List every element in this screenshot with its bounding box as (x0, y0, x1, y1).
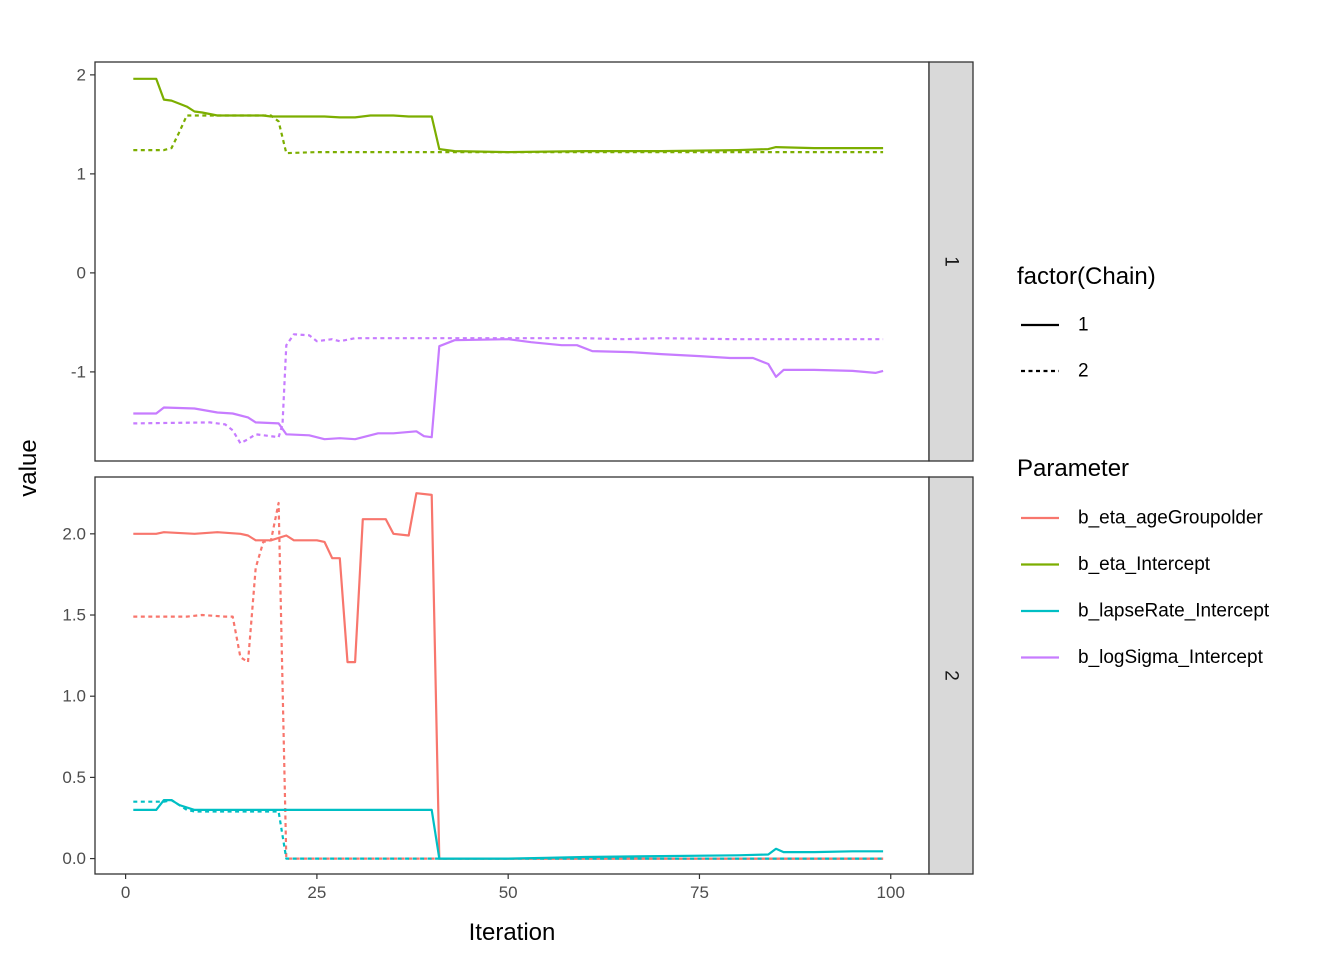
series-line-b_lapseRate_Intercept-chain-1 (133, 799, 884, 860)
legend-label-parameter: b_eta_Intercept (1078, 554, 1211, 575)
series-line-b_lapseRate_Intercept-chain-2 (133, 799, 884, 860)
x-tick-label: 100 (877, 883, 905, 902)
facet-strip-label: 1 (941, 256, 962, 267)
legend-title-parameter: Parameter (1017, 455, 1129, 482)
legend-label-parameter: b_eta_ageGroupolder (1078, 508, 1264, 529)
x-tick-label: 0 (121, 883, 130, 902)
facet-panels: 1 2 1 0 -1 2 2.0 1.5 1.0 0.5 0.0 (62, 61, 974, 875)
legend-label-chain: 1 (1078, 315, 1089, 336)
series-line-b_logSigma_Intercept-chain-1 (133, 338, 884, 441)
y-tick-label: 1 (77, 164, 86, 183)
y-tick-label: 0.0 (62, 849, 86, 868)
y-tick-label: 1.5 (62, 606, 86, 625)
y-axis-title: value (15, 439, 42, 496)
panel-1: 1 2 1 0 -1 (71, 61, 974, 462)
facet-strip (928, 61, 974, 462)
legend-label-parameter: b_lapseRate_Intercept (1078, 601, 1270, 622)
series-line-b_logSigma_Intercept-chain-2 (133, 333, 884, 445)
x-axis: 0 25 50 75 100 (121, 874, 905, 902)
x-axis-title: Iteration (469, 919, 556, 946)
legend-label-parameter: b_logSigma_Intercept (1078, 647, 1264, 668)
panel-2: 2 2.0 1.5 1.0 0.5 0.0 (62, 476, 974, 875)
y-tick-label: 1.0 (62, 687, 86, 706)
legend: factor(Chain) 1 2 Parameter b_eta_ageGroupol… (1017, 263, 1270, 668)
facet-strip-label: 2 (941, 670, 962, 681)
panel-background (95, 62, 929, 461)
panel-background (95, 477, 929, 874)
x-tick-label: 50 (499, 883, 518, 902)
legend-title-chain: factor(Chain) (1017, 263, 1156, 290)
series-line-b_eta_Intercept-chain-2 (133, 114, 884, 155)
x-tick-label: 75 (690, 883, 709, 902)
y-tick-label: 2.0 (62, 524, 86, 543)
y-tick-label: -1 (71, 362, 86, 381)
y-tick-label: 0 (77, 263, 86, 282)
y-tick-label: 2 (77, 65, 86, 84)
series-line-b_eta_Intercept-chain-1 (133, 77, 884, 154)
y-tick-label: 0.5 (62, 768, 86, 787)
facet-strip (928, 476, 974, 875)
legend-label-chain: 2 (1078, 361, 1089, 382)
x-tick-label: 25 (307, 883, 326, 902)
